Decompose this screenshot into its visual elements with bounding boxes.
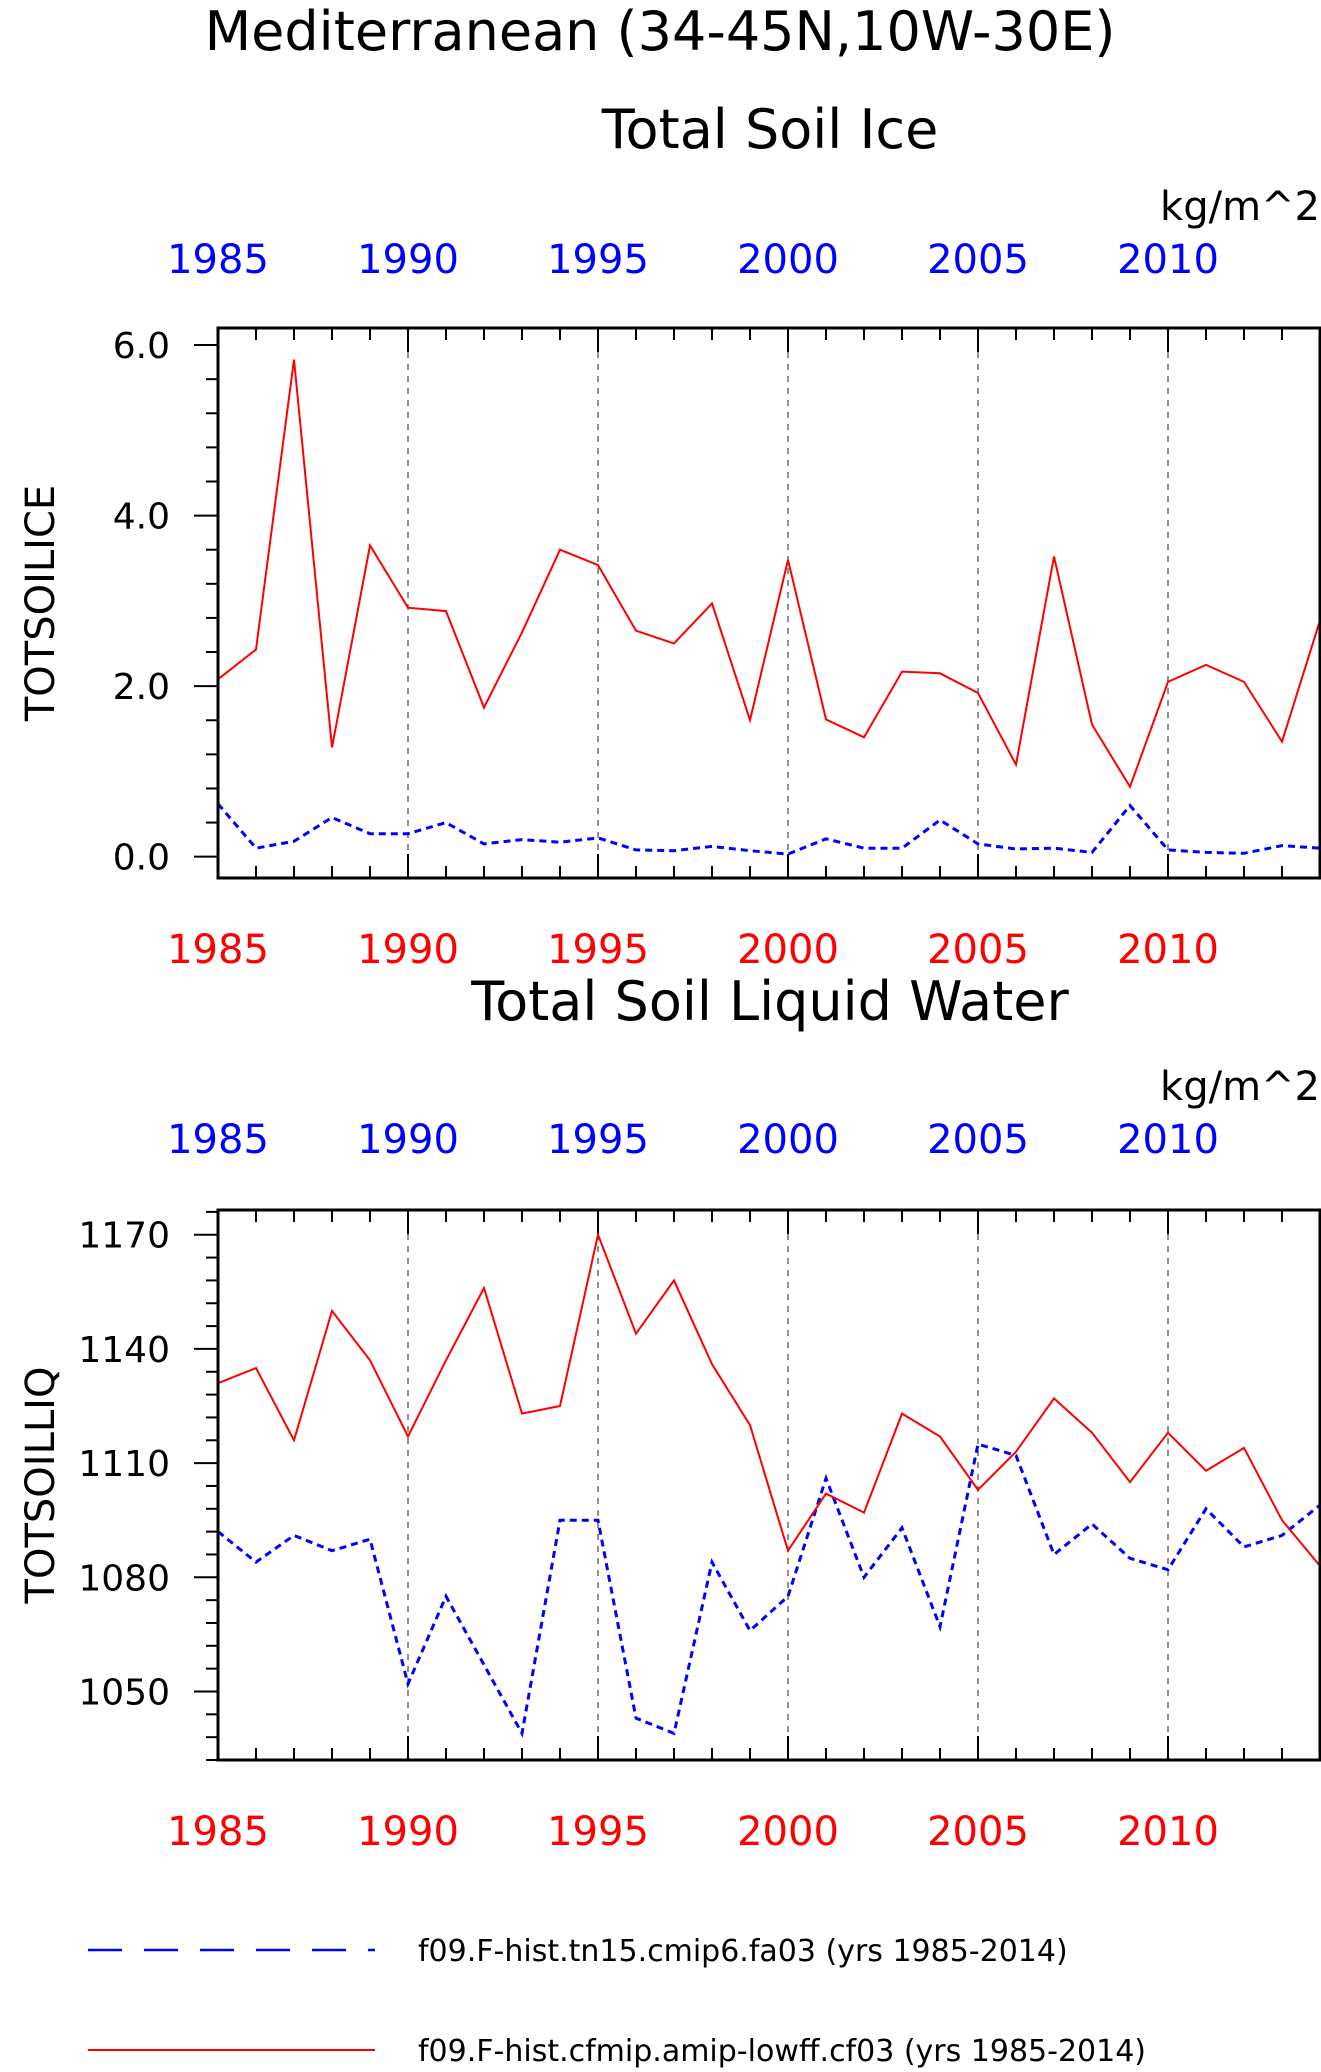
x-tick-label-top: 1985 [167,1117,269,1163]
y-axis-label: TOTSOILICE [18,485,64,722]
y-tick-label: 1080 [78,1558,170,1599]
x-tick-label-top: 1990 [357,237,459,283]
series-line-red [218,359,1320,790]
x-tick-label-top: 1985 [167,237,269,283]
panel-title: Total Soil Ice [601,98,939,161]
plot-frame [216,326,1321,880]
y-tick-label: 0.0 [113,838,170,879]
legend-label-red: f09.F-hist.cfmip.amip-lowff.cf03 (yrs 19… [418,2034,1146,2069]
legend-label-blue: f09.F-hist.tn15.cmip6.fa03 (yrs 1985-201… [418,1934,1068,1969]
x-tick-label-top: 2010 [1117,1117,1219,1163]
x-tick-label-bottom: 1995 [547,1809,649,1855]
x-tick-label-bottom: 1990 [357,927,459,973]
y-tick-label: 1050 [78,1672,170,1713]
x-tick-label-bottom: 2010 [1117,1809,1219,1855]
panel-total-soil-liquid-water: Total Soil Liquid Water kg/m^2 1050 1080 111… [18,970,1321,1855]
x-tick-label-top: 2005 [927,1117,1029,1163]
x-tick-label-bottom: 2005 [927,1809,1029,1855]
units-label: kg/m^2 [1160,1064,1320,1110]
x-tick-label-bottom: 2010 [1117,927,1219,973]
y-tick-label: 1110 [78,1444,170,1485]
units-label: kg/m^2 [1160,184,1320,230]
panel-total-soil-ice: Total Soil Ice kg/m^2 0.0 2.0 4.0 6.0 TOTSOILI… [18,98,1321,973]
plot-frame [216,1208,1321,1762]
series-line-red [218,1231,1320,1567]
x-tick-label-bottom: 2000 [737,927,839,973]
y-tick-label: 4.0 [113,497,170,538]
x-tick-label-bottom: 2005 [927,927,1029,973]
figure-title: Mediterranean (34-45N,10W-30E) [205,0,1116,63]
legend: f09.F-hist.tn15.cmip6.fa03 (yrs 1985-201… [88,1934,1146,2069]
x-tick-label-bottom: 1990 [357,1809,459,1855]
y-tick-label: 2.0 [113,667,170,708]
x-tick-label-top: 2005 [927,237,1029,283]
x-tick-label-bottom: 1985 [167,1809,269,1855]
x-tick-label-bottom: 1985 [167,927,269,973]
x-tick-label-top: 2000 [737,237,839,283]
panel-title: Total Soil Liquid Water [470,970,1069,1033]
x-tick-label-top: 1995 [547,1117,649,1163]
series-line-blue [218,1442,1320,1738]
y-tick-label: 1140 [78,1330,170,1371]
y-tick-label: 6.0 [113,326,170,367]
x-tick-label-top: 2010 [1117,237,1219,283]
x-tick-label-top: 1995 [547,237,649,283]
x-tick-label-bottom: 2000 [737,1809,839,1855]
series-line-blue [218,802,1320,856]
x-tick-label-bottom: 1995 [547,927,649,973]
x-tick-label-top: 1990 [357,1117,459,1163]
x-tick-label-top: 2000 [737,1117,839,1163]
y-tick-label: 1170 [78,1216,170,1257]
y-axis-label: TOTSOILLIQ [18,1367,64,1605]
